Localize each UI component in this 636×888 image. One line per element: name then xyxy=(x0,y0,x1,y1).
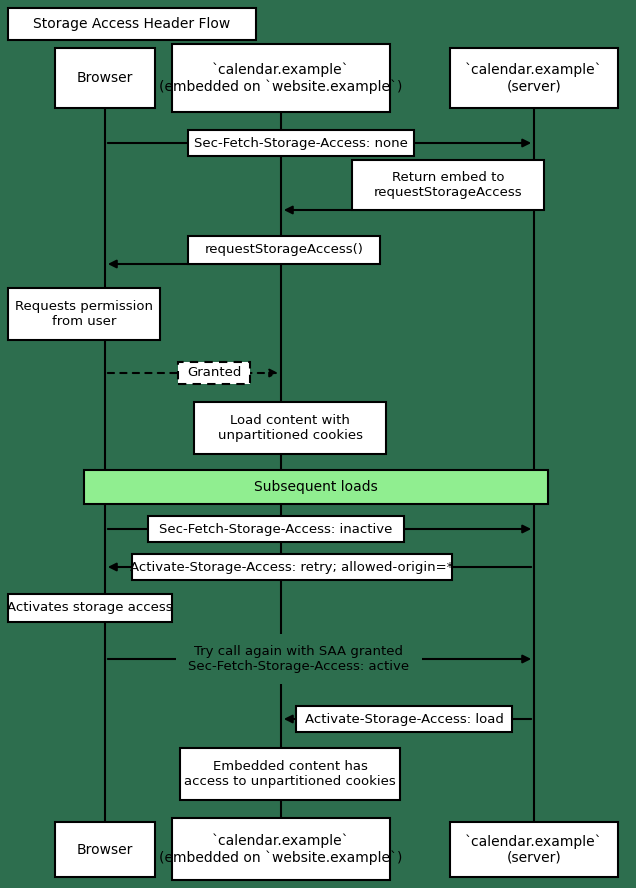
Text: requestStorageAccess(): requestStorageAccess() xyxy=(205,243,363,257)
Bar xyxy=(132,554,452,580)
Text: Try call again with SAA granted
Sec-Fetch-Storage-Access: active: Try call again with SAA granted Sec-Fetc… xyxy=(188,645,410,673)
Bar xyxy=(172,818,390,880)
Bar xyxy=(188,130,414,156)
Bar xyxy=(172,44,390,112)
Text: Browser: Browser xyxy=(77,843,133,857)
Bar xyxy=(8,288,160,340)
Text: Subsequent loads: Subsequent loads xyxy=(254,480,378,494)
Bar xyxy=(188,236,380,264)
Text: Sec-Fetch-Storage-Access: inactive: Sec-Fetch-Storage-Access: inactive xyxy=(159,522,392,535)
Text: Load content with
unpartitioned cookies: Load content with unpartitioned cookies xyxy=(218,414,363,442)
Bar xyxy=(450,48,618,108)
Bar xyxy=(55,48,155,108)
Text: Activate-Storage-Access: load: Activate-Storage-Access: load xyxy=(305,712,504,725)
Text: `calendar.example`
(embedded on `website.example`): `calendar.example` (embedded on `website… xyxy=(159,833,403,865)
Text: `calendar.example`
(server): `calendar.example` (server) xyxy=(465,63,603,93)
Text: Return embed to
requestStorageAccess: Return embed to requestStorageAccess xyxy=(374,171,522,199)
Bar xyxy=(148,516,404,542)
Text: Embedded content has
access to unpartitioned cookies: Embedded content has access to unpartiti… xyxy=(184,760,396,788)
Bar xyxy=(450,822,618,877)
Bar xyxy=(8,594,172,622)
Bar xyxy=(194,402,386,454)
Text: Sec-Fetch-Storage-Access: none: Sec-Fetch-Storage-Access: none xyxy=(194,137,408,149)
Text: Granted: Granted xyxy=(187,367,241,379)
Bar xyxy=(176,634,422,684)
Text: Activate-Storage-Access: retry; allowed-origin=*: Activate-Storage-Access: retry; allowed-… xyxy=(130,560,453,574)
Bar xyxy=(84,470,548,504)
Text: Storage Access Header Flow: Storage Access Header Flow xyxy=(33,17,231,31)
Text: Requests permission
from user: Requests permission from user xyxy=(15,300,153,328)
Text: Browser: Browser xyxy=(77,71,133,85)
Text: Activates storage access: Activates storage access xyxy=(7,601,173,614)
Bar xyxy=(178,362,250,384)
Text: `calendar.example`
(embedded on `website.example`): `calendar.example` (embedded on `website… xyxy=(159,62,403,93)
Bar xyxy=(8,8,256,40)
Bar xyxy=(180,748,400,800)
Bar xyxy=(296,706,512,732)
Bar xyxy=(352,160,544,210)
Text: `calendar.example`
(server): `calendar.example` (server) xyxy=(465,834,603,865)
Bar xyxy=(55,822,155,877)
